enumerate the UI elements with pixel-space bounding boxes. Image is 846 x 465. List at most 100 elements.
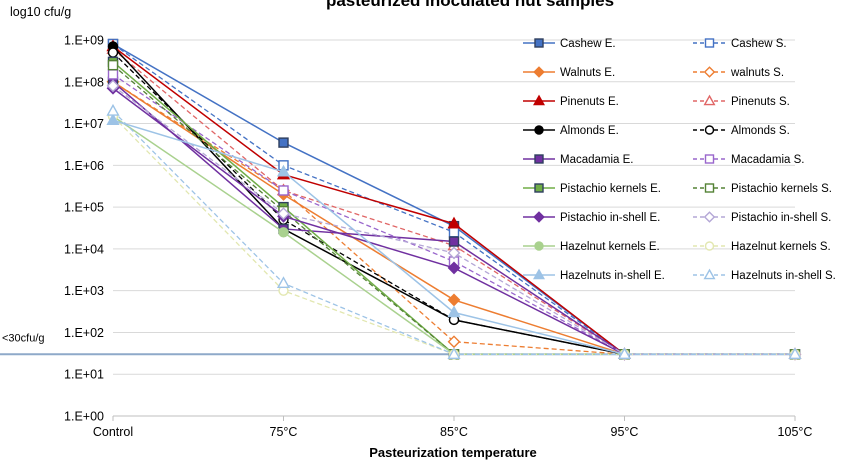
legend-item: Pinenuts S. bbox=[693, 94, 790, 108]
data-point bbox=[447, 293, 461, 307]
data-point bbox=[447, 246, 461, 260]
y-tick-label: 1.E+03 bbox=[64, 284, 104, 298]
legend-label: Walnuts E. bbox=[560, 67, 615, 79]
legend-label: Macadamia E. bbox=[560, 154, 634, 166]
legend-item: Pistachio in-shell E. bbox=[523, 211, 660, 224]
y-tick-label: 1.E+09 bbox=[64, 34, 104, 48]
series-line bbox=[112, 61, 625, 356]
data-point bbox=[278, 137, 289, 148]
legend-marker bbox=[534, 154, 544, 164]
data-point bbox=[617, 347, 632, 360]
series-line bbox=[112, 43, 625, 355]
legend-marker bbox=[533, 268, 545, 280]
legend-item: Cashew E. bbox=[523, 38, 616, 50]
y-tick-label: 1.E+04 bbox=[64, 242, 104, 256]
series-line bbox=[112, 81, 625, 356]
legend-marker bbox=[704, 125, 715, 135]
legend-label: Pistachio kernels S. bbox=[731, 183, 832, 195]
data-point bbox=[447, 335, 461, 349]
data-point bbox=[277, 207, 290, 220]
x-tick-label: 95°C bbox=[611, 425, 639, 439]
legend-marker bbox=[704, 38, 715, 48]
legend-marker bbox=[704, 154, 715, 164]
series-line bbox=[112, 45, 625, 355]
series-16 bbox=[106, 113, 632, 360]
series-6 bbox=[107, 41, 630, 360]
y-tick-label: 1.E+00 bbox=[64, 410, 104, 424]
detection-limit: <30cfu/g bbox=[0, 332, 795, 356]
data-point bbox=[278, 185, 289, 196]
legend-marker bbox=[703, 268, 716, 280]
y-tick-label: 1.E+07 bbox=[64, 117, 104, 131]
legend-item: Almonds S. bbox=[693, 125, 790, 137]
y-tick-label: 1.E+08 bbox=[64, 75, 104, 89]
legend-item: Macadamia E. bbox=[523, 154, 634, 166]
series-group bbox=[106, 38, 802, 361]
legend-item: Hazelnuts in-shell S. bbox=[693, 268, 836, 282]
legend-item: Almonds E. bbox=[523, 125, 619, 137]
data-point bbox=[276, 276, 291, 289]
legend-marker bbox=[534, 38, 544, 48]
x-tick-label: 105°C bbox=[778, 425, 813, 439]
legend-item: Hazelnut kernels E. bbox=[523, 241, 660, 253]
legend-label: Cashew S. bbox=[731, 38, 787, 50]
data-point bbox=[106, 79, 120, 93]
legend-label: Hazelnut kernels S. bbox=[731, 241, 831, 253]
legend-label: Pinenuts S. bbox=[731, 96, 790, 108]
data-point bbox=[107, 47, 119, 58]
legend-label: Cashew E. bbox=[560, 38, 616, 50]
y-axis-unit-label: log10 cfu/g bbox=[10, 5, 71, 19]
data-point bbox=[107, 59, 119, 71]
data-point bbox=[107, 69, 119, 80]
legend-label: Almonds E. bbox=[560, 125, 619, 137]
legend-marker bbox=[533, 94, 545, 106]
legend-marker bbox=[533, 66, 545, 78]
axes: 1.E+00 1.E+01 1.E+02 1.E+03 1.E+04 1.E+05 1.E+… bbox=[64, 34, 812, 440]
legend-label: walnuts S. bbox=[730, 67, 784, 79]
data-point bbox=[788, 347, 802, 360]
data-point bbox=[278, 227, 289, 238]
legend-label: Hazelnut kernels E. bbox=[560, 241, 660, 253]
data-point bbox=[106, 113, 120, 125]
legend-label: Pistachio in-shell S. bbox=[731, 212, 831, 224]
legend-item: Pistachio kernels S. bbox=[693, 183, 832, 195]
legend: Cashew E. Cashew S. Walnuts E. walnuts S. Pi… bbox=[523, 38, 836, 282]
legend-marker bbox=[704, 183, 715, 193]
data-point bbox=[448, 236, 460, 247]
data-point bbox=[447, 216, 461, 229]
legend-item: Pistachio kernels E. bbox=[523, 183, 661, 195]
legend-item: Pistachio in-shell S. bbox=[693, 211, 831, 224]
data-point bbox=[448, 227, 460, 238]
legend-label: Pistachio in-shell E. bbox=[560, 212, 660, 224]
legend-marker bbox=[703, 94, 716, 106]
data-point bbox=[447, 347, 461, 360]
legend-label: Pinenuts E. bbox=[560, 96, 619, 108]
legend-marker bbox=[703, 211, 716, 223]
legend-item: Hazelnuts in-shell E. bbox=[523, 268, 665, 282]
x-axis-title: Pasteurization temperature bbox=[369, 445, 537, 460]
legend-item: Cashew S. bbox=[693, 38, 787, 50]
legend-item: Macadamia S. bbox=[693, 154, 805, 166]
legend-item: Hazelnut kernels S. bbox=[693, 241, 831, 253]
y-tick-label: 1.E+02 bbox=[64, 326, 104, 340]
legend-label: Macadamia S. bbox=[731, 154, 805, 166]
series-line bbox=[112, 119, 625, 356]
legend-label: Almonds S. bbox=[731, 125, 790, 137]
y-tick-label: 1.E+06 bbox=[64, 159, 104, 173]
data-point bbox=[447, 305, 461, 318]
legend-label: Pistachio kernels E. bbox=[560, 183, 661, 195]
chart-title: pasteurized inoculated nut samples bbox=[326, 0, 614, 10]
series-4 bbox=[106, 39, 632, 360]
data-point bbox=[447, 261, 461, 275]
series-line bbox=[112, 81, 625, 355]
x-tick-label: 75°C bbox=[270, 425, 298, 439]
y-tick-label: 1.E+05 bbox=[64, 201, 104, 215]
legend-item: walnuts S. bbox=[693, 66, 784, 79]
series-17 bbox=[106, 103, 802, 360]
legend-marker bbox=[703, 66, 716, 78]
data-point bbox=[106, 103, 120, 116]
legend-label: Hazelnuts in-shell S. bbox=[731, 270, 836, 282]
legend-marker bbox=[534, 241, 544, 251]
legend-marker bbox=[533, 211, 545, 223]
